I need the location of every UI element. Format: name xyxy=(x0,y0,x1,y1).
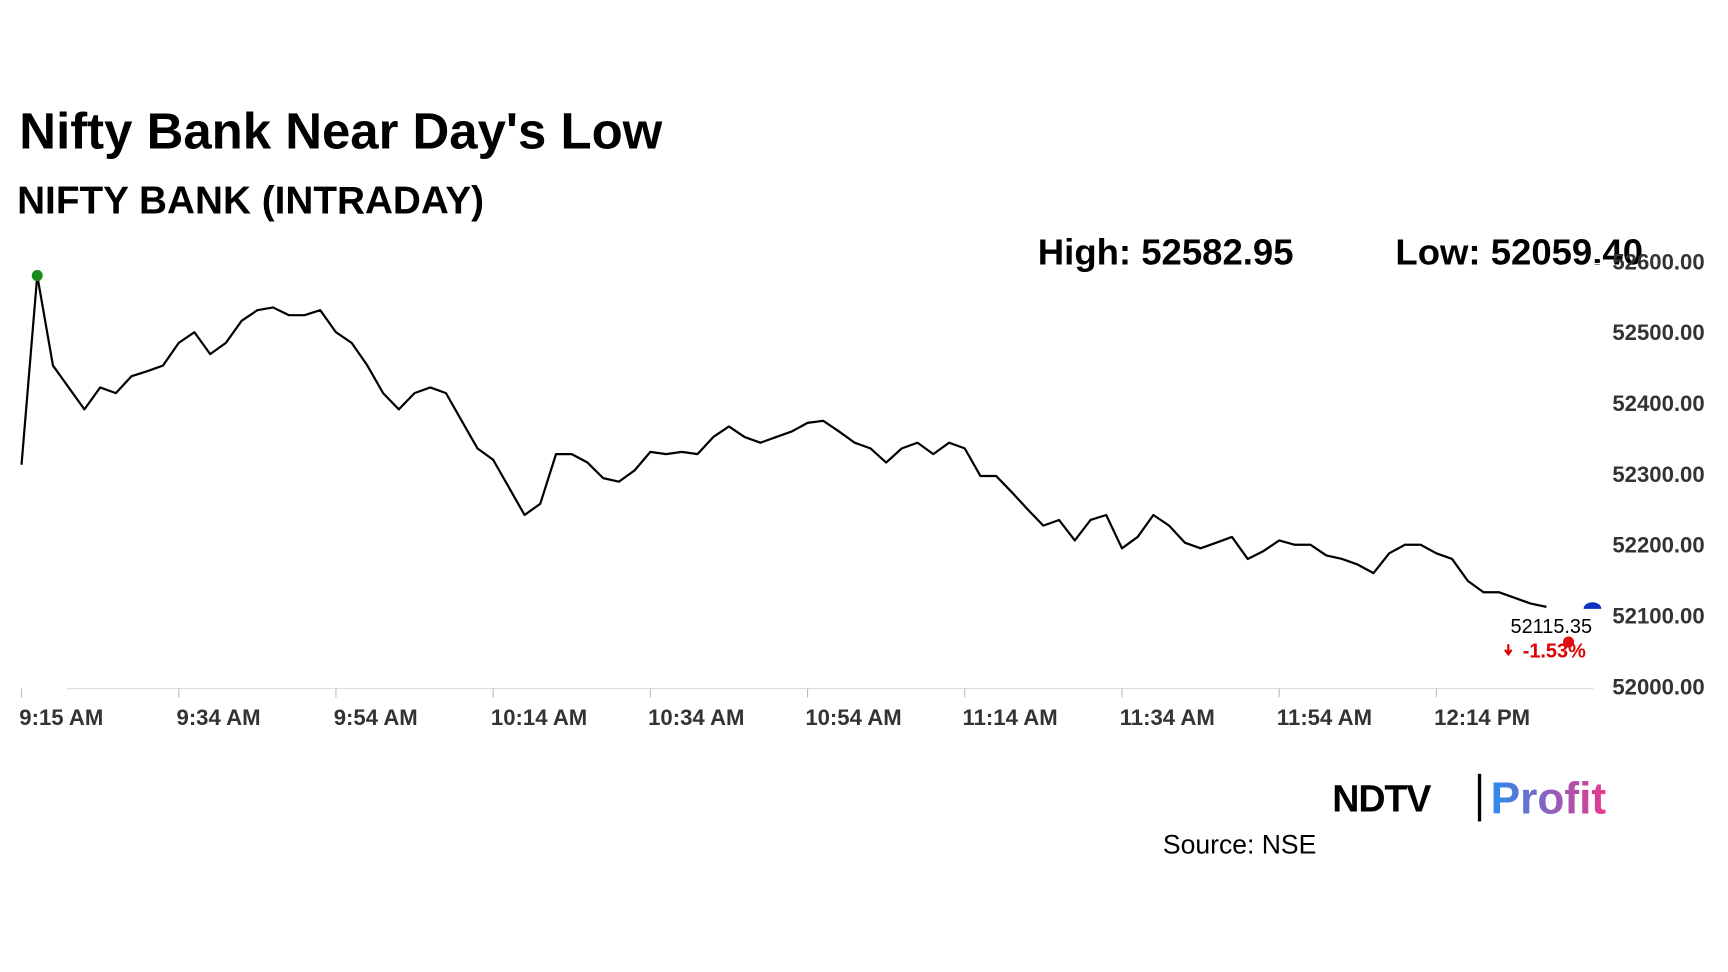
high-marker xyxy=(31,270,43,282)
low-label: Low: 52059.40 xyxy=(1395,232,1643,273)
x-tick-label: 9:15 AM xyxy=(19,705,103,730)
y-tick-label: 52500.00 xyxy=(1612,320,1704,345)
down-arrow xyxy=(1504,644,1513,657)
x-tick-label: 10:14 AM xyxy=(491,705,587,730)
low-marker xyxy=(1562,636,1575,648)
y-tick-label: 52100.00 xyxy=(1612,604,1704,629)
x-tick-label: 9:34 AM xyxy=(177,705,261,730)
change-label: -1.53% xyxy=(1523,641,1586,663)
chart-subtitle: NIFTY BANK (INTRADAY) xyxy=(17,180,484,223)
y-tick-label: 52000.00 xyxy=(1612,674,1704,699)
chart-title: Nifty Bank Near Day's Low xyxy=(19,102,662,159)
source: Source: NSE xyxy=(1163,830,1316,860)
price-line xyxy=(20,274,1547,608)
logo-ndtv: NDTV xyxy=(1332,777,1431,819)
y-tick-label: 52200.00 xyxy=(1612,533,1704,558)
x-tick-label: 11:54 AM xyxy=(1277,705,1372,730)
logo-profit: Profit xyxy=(1491,775,1607,824)
last-value-label: 52115.35 xyxy=(1511,616,1593,638)
x-tick-label: 11:34 AM xyxy=(1120,705,1215,730)
x-tick-label: 9:54 AM xyxy=(334,705,418,730)
last-marker xyxy=(1583,602,1602,609)
high-label: High: 52582.95 xyxy=(1038,232,1294,273)
y-tick-label: 52600.00 xyxy=(1612,249,1704,274)
y-tick-label: 52400.00 xyxy=(1612,391,1704,416)
x-tick-label: 10:54 AM xyxy=(805,705,901,730)
x-tick-label: 11:14 AM xyxy=(963,705,1058,730)
x-tick-label: 10:34 AM xyxy=(648,705,744,730)
x-tick-label: 12:14 PM xyxy=(1434,705,1530,730)
y-tick-label: 52300.00 xyxy=(1612,462,1704,487)
